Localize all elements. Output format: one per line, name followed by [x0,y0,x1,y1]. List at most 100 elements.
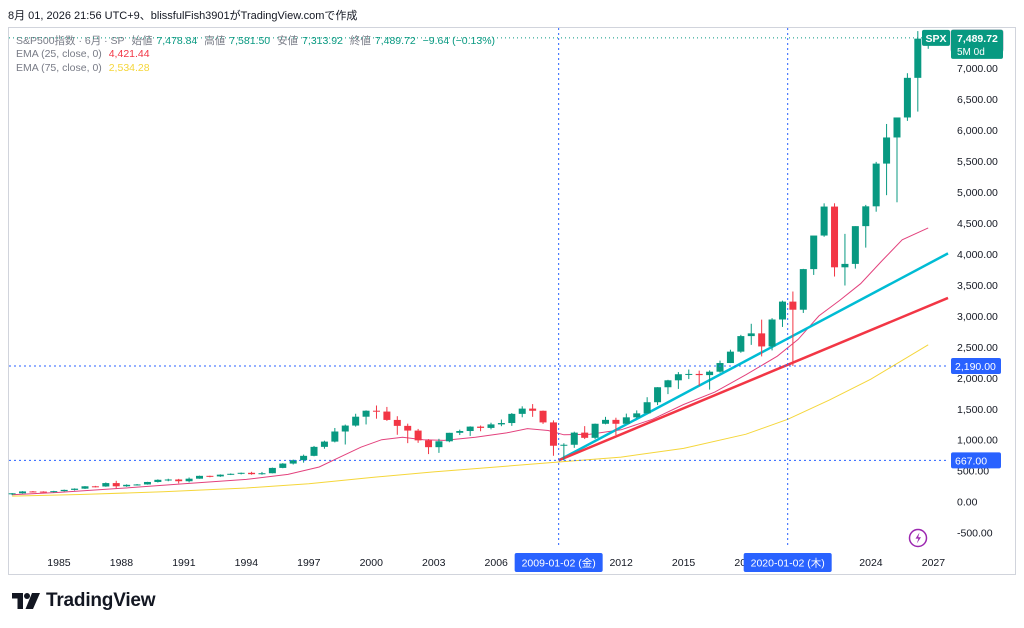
candle-body [466,426,474,432]
legend-ema75[interactable]: EMA (75, close, 0) 2,534.28 [16,62,154,74]
spx-symbol-tag: SPX [922,29,950,46]
candle-body [654,387,662,403]
candle [706,370,714,390]
y-tick-label: 1,000.00 [957,435,998,447]
ema75-line [12,344,929,497]
tradingview-logo: TradingView [12,590,156,612]
y-tick-label: 4,500.00 [957,218,998,230]
candle-body [893,117,901,138]
legend-ema25[interactable]: EMA (25, close, 0) 4,421.44 [16,48,154,60]
candle-body [737,336,745,352]
candle-body [91,486,99,488]
x-tick-label: 2024 [859,557,883,569]
candle-body [883,137,891,164]
replay-icon[interactable] [908,528,928,548]
candle-body [352,416,360,426]
y-tick-label: 5,500.00 [957,156,998,168]
candle-body [633,413,641,418]
candle-body [39,491,47,493]
candle [862,204,870,248]
candle-body [29,491,37,493]
candle [851,226,859,269]
candle [841,233,849,286]
candle [81,486,89,489]
candle [185,477,193,483]
candle-body [539,410,547,423]
candle [831,203,839,277]
candle-body [206,475,214,477]
candle [39,491,47,493]
candle-body [216,474,224,477]
candle-body [196,475,204,479]
legend-ema25-value: 4,421.44 [108,48,150,60]
candle [664,379,672,395]
candle [602,416,610,425]
candle-body [248,472,256,475]
candle-body [851,226,859,264]
candle-body [102,483,110,487]
tradingview-brand-text: TradingView [46,590,156,611]
candle-body [362,410,370,417]
candle [695,370,703,387]
candle [612,417,620,436]
candle-body [914,38,922,78]
candle-body [799,269,807,310]
candle-body [810,235,818,270]
candle [414,428,422,443]
candle-body [71,488,79,490]
candle [341,424,349,445]
candle-body [903,77,911,118]
candle [778,300,786,327]
candle-body [258,473,266,475]
candle-body [674,374,682,381]
candle [248,471,256,475]
candle-body [331,431,339,442]
candle [549,420,557,456]
candle [216,474,224,477]
candle-body [19,491,27,494]
y-tick-label: 3,500.00 [957,280,998,292]
candle-body [300,455,308,461]
candle [820,203,828,237]
candle-body [685,373,693,375]
candle [206,475,214,478]
x-tick-label: 1991 [172,557,196,569]
candle-body [622,417,630,424]
candle-body [758,333,766,347]
candle [237,472,245,475]
y-tick-label: 0.00 [957,497,978,509]
candle [799,268,807,313]
candle [487,422,495,430]
candle-series [8,31,932,496]
candle [112,480,120,489]
chart-header: 8月 01, 2026 21:56 UTC+9、blissfulFish3901… [8,10,358,22]
x-tick-label: 2000 [360,557,384,569]
candle [768,318,776,351]
candle-body [643,402,651,414]
candle-body [726,351,734,364]
y-tick-label: -500.00 [957,528,993,540]
candle-body [237,472,245,474]
candle [497,419,505,427]
price-tag-low: 667.00 [951,452,1001,469]
candle [643,397,651,414]
candle [893,117,901,203]
candle-body [143,481,151,485]
price-tags: 667.00 2,190.00 2009-01-02 (金) 2020-01-02 (… [514,29,1003,572]
candle [758,319,766,357]
candle-body [372,410,380,412]
candle [289,459,297,465]
candle-body [185,478,193,482]
y-tick-label: 2,000.00 [957,373,998,385]
candle [529,404,537,417]
candle-body [477,426,485,428]
trendlines [558,252,949,462]
candle-body [227,473,235,475]
candle-body [133,484,141,486]
legend-open-label: 始値 [131,35,153,47]
candle [539,410,547,424]
legend-change: −9.64 (−0.13%) [422,35,496,47]
candle-body [393,419,401,426]
legend-ema75-value: 2,534.28 [108,62,150,74]
